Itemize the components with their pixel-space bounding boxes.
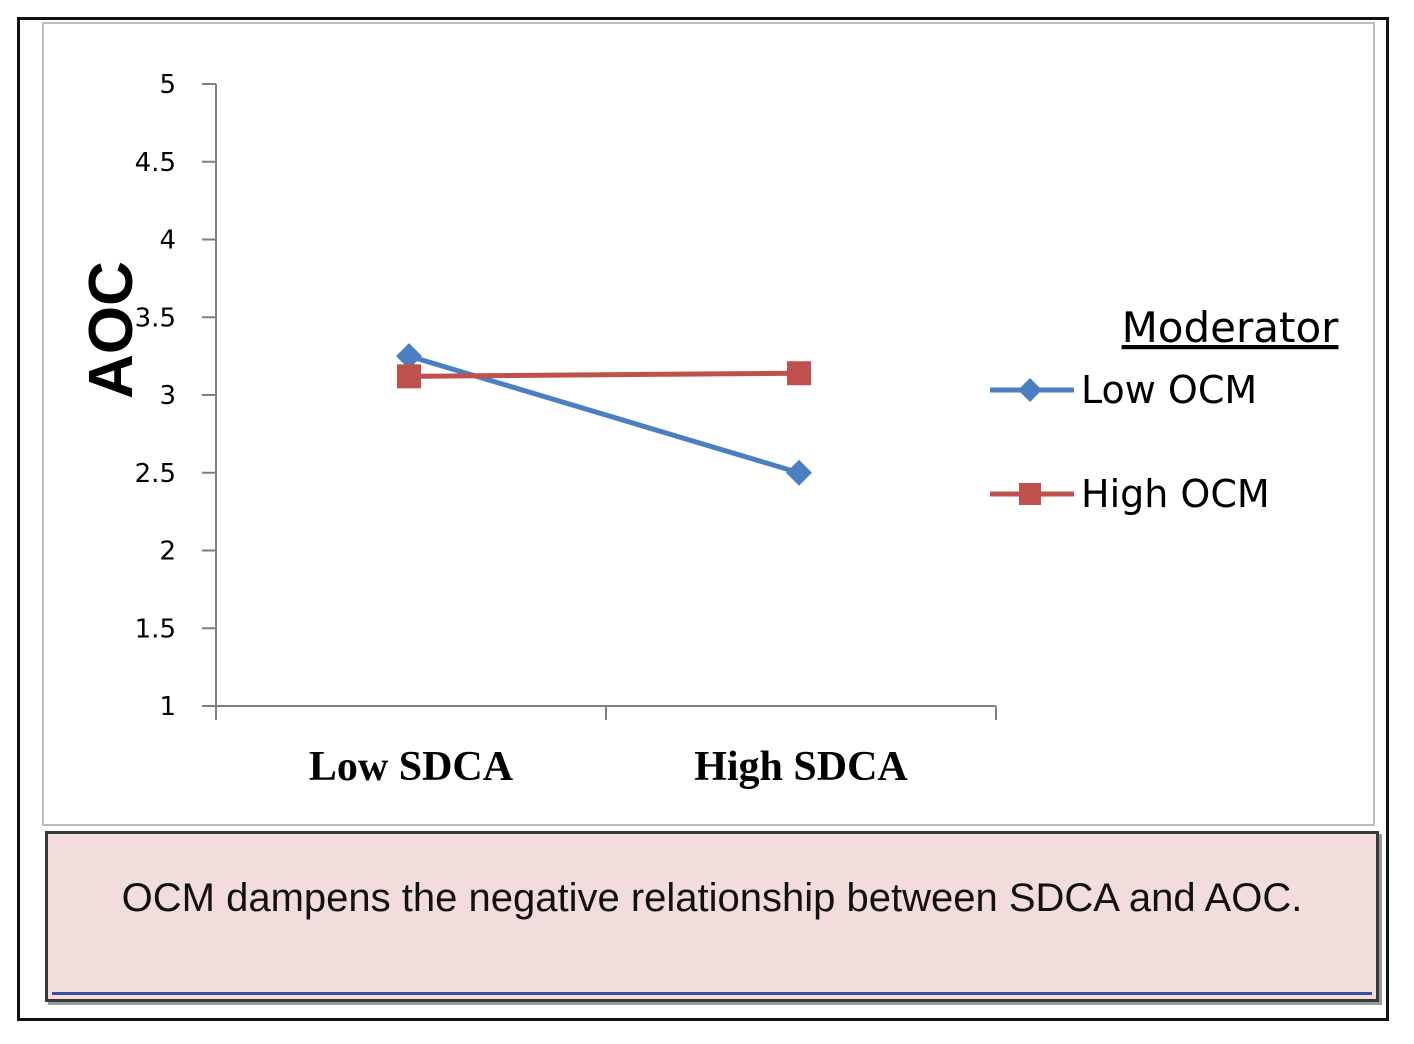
- y-tick-label: 4.5: [135, 148, 176, 178]
- y-tick-label: 2: [159, 537, 176, 567]
- legend-label: High OCM: [1081, 472, 1270, 516]
- axes: 1 1.5 2 2.5 3 3.5 4 4.5 5 Low SDCA High SDCA: [135, 70, 997, 790]
- x-category-label: Low SDCA: [309, 744, 514, 790]
- y-tick-label: 5: [159, 70, 176, 100]
- legend-swatch-marker: [1019, 483, 1041, 505]
- y-tick-label: 3: [159, 381, 176, 411]
- data-point: [396, 343, 422, 370]
- y-axis-title: AOC: [77, 261, 146, 399]
- data-point: [787, 361, 811, 386]
- legend-swatch-marker: [1018, 378, 1042, 402]
- y-tick-label: 4: [159, 226, 176, 256]
- data-point: [397, 364, 421, 389]
- y-tick-label: 3.5: [135, 303, 176, 333]
- chart-panel: [42, 22, 1375, 826]
- x-category-label: High SDCA: [694, 744, 908, 790]
- series-markers: [396, 343, 812, 486]
- series-line-high-ocm: [408, 370, 800, 379]
- caption-text: OCM dampens the negative relationship be…: [121, 876, 1303, 920]
- series-lines: [408, 353, 800, 476]
- y-tick-label: 1.5: [135, 614, 176, 644]
- y-tick-label: 1: [159, 692, 176, 722]
- legend-title: Moderator: [1122, 303, 1340, 352]
- y-tick-label: 2.5: [135, 459, 176, 489]
- data-point: [786, 459, 812, 486]
- legend: Low OCM High OCM: [990, 368, 1270, 516]
- legend-label: Low OCM: [1081, 368, 1257, 412]
- line-chart: 1 1.5 2 2.5 3 3.5 4 4.5 5 Low SDCA High SDCA AOC M…: [77, 70, 1340, 790]
- caption-box: OCM dampens the negative relationship be…: [45, 831, 1379, 1002]
